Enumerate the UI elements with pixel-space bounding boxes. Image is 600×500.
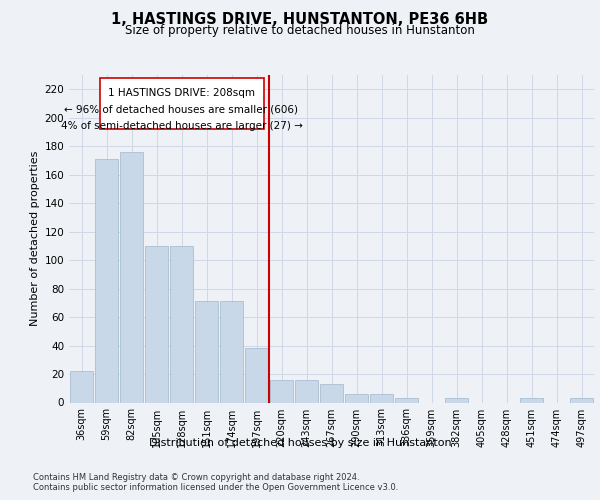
Bar — [295, 380, 318, 402]
Bar — [395, 398, 418, 402]
Text: Contains HM Land Registry data © Crown copyright and database right 2024.: Contains HM Land Registry data © Crown c… — [33, 472, 359, 482]
Bar — [445, 398, 468, 402]
Bar — [570, 398, 593, 402]
Bar — [220, 302, 243, 402]
Bar — [170, 246, 193, 402]
Text: 1 HASTINGS DRIVE: 208sqm: 1 HASTINGS DRIVE: 208sqm — [108, 88, 255, 98]
Text: Distribution of detached houses by size in Hunstanton: Distribution of detached houses by size … — [149, 438, 451, 448]
Text: 1, HASTINGS DRIVE, HUNSTANTON, PE36 6HB: 1, HASTINGS DRIVE, HUNSTANTON, PE36 6HB — [112, 12, 488, 28]
Y-axis label: Number of detached properties: Number of detached properties — [30, 151, 40, 326]
Text: ← 96% of detached houses are smaller (606): ← 96% of detached houses are smaller (60… — [65, 104, 299, 114]
Bar — [145, 246, 168, 402]
Bar — [95, 159, 118, 402]
Bar — [370, 394, 393, 402]
Bar — [270, 380, 293, 402]
Bar — [100, 78, 263, 129]
Bar — [245, 348, 268, 403]
Bar — [345, 394, 368, 402]
Text: 4% of semi-detached houses are larger (27) →: 4% of semi-detached houses are larger (2… — [61, 120, 302, 130]
Bar — [195, 302, 218, 402]
Bar — [70, 371, 93, 402]
Bar — [320, 384, 343, 402]
Text: Size of property relative to detached houses in Hunstanton: Size of property relative to detached ho… — [125, 24, 475, 37]
Text: Contains public sector information licensed under the Open Government Licence v3: Contains public sector information licen… — [33, 484, 398, 492]
Bar — [520, 398, 543, 402]
Bar — [120, 152, 143, 403]
